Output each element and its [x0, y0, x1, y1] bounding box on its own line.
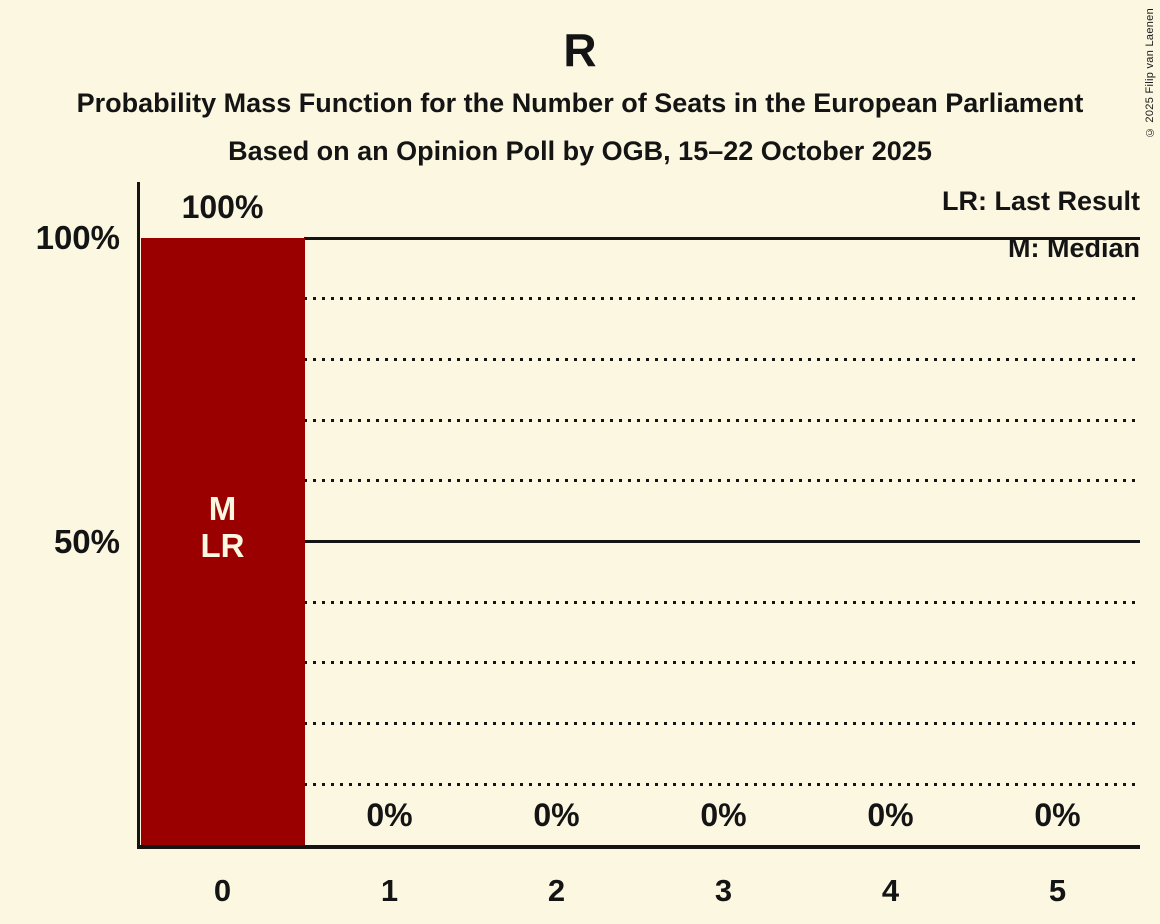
x-tick-label: 2 — [547, 873, 566, 908]
bar-annotation-line: LR — [200, 527, 245, 564]
x-tick-label: 4 — [881, 873, 900, 908]
bar-value-label: 0% — [867, 797, 914, 833]
copyright-notice: © 2025 Filip van Laenen — [1144, 8, 1156, 139]
y-tick-label: 100% — [35, 219, 120, 256]
gridline-solid-100 — [304, 237, 1140, 240]
gridline-dotted-90 — [304, 297, 1140, 300]
gridline-dotted-40 — [304, 601, 1140, 604]
bar-value-label: 0% — [533, 797, 580, 833]
y-axis-line — [137, 182, 140, 849]
gridline-solid-50 — [304, 540, 1140, 543]
x-tick-label: 0 — [213, 873, 232, 908]
y-tick-label: 50% — [53, 523, 120, 560]
x-tick-label: 5 — [1048, 873, 1067, 908]
gridline-dotted-10 — [304, 783, 1140, 786]
gridline-dotted-60 — [304, 479, 1140, 482]
bar-value-label: 0% — [366, 797, 413, 833]
bar — [141, 238, 305, 845]
bar-value-label: 0% — [1034, 797, 1081, 833]
x-axis-line — [137, 845, 1140, 849]
bar-value-label: 0% — [700, 797, 747, 833]
chart-subtitle-line1: Probability Mass Function for the Number… — [76, 88, 1084, 118]
x-tick-label: 1 — [380, 873, 399, 908]
chart-subtitle-line2: Based on an Opinion Poll by OGB, 15–22 O… — [228, 136, 932, 166]
bar-annotation-line: M — [208, 490, 237, 527]
bar-annotation: M LR — [139, 490, 306, 564]
x-tick-label: 3 — [714, 873, 733, 908]
gridline-dotted-70 — [304, 419, 1140, 422]
gridline-dotted-30 — [304, 661, 1140, 664]
chart-title: R — [563, 24, 597, 76]
legend-last-result: LR: Last Result — [941, 186, 1140, 216]
bar-value-label: 100% — [181, 189, 264, 225]
gridline-dotted-80 — [304, 358, 1140, 361]
gridline-dotted-20 — [304, 722, 1140, 725]
